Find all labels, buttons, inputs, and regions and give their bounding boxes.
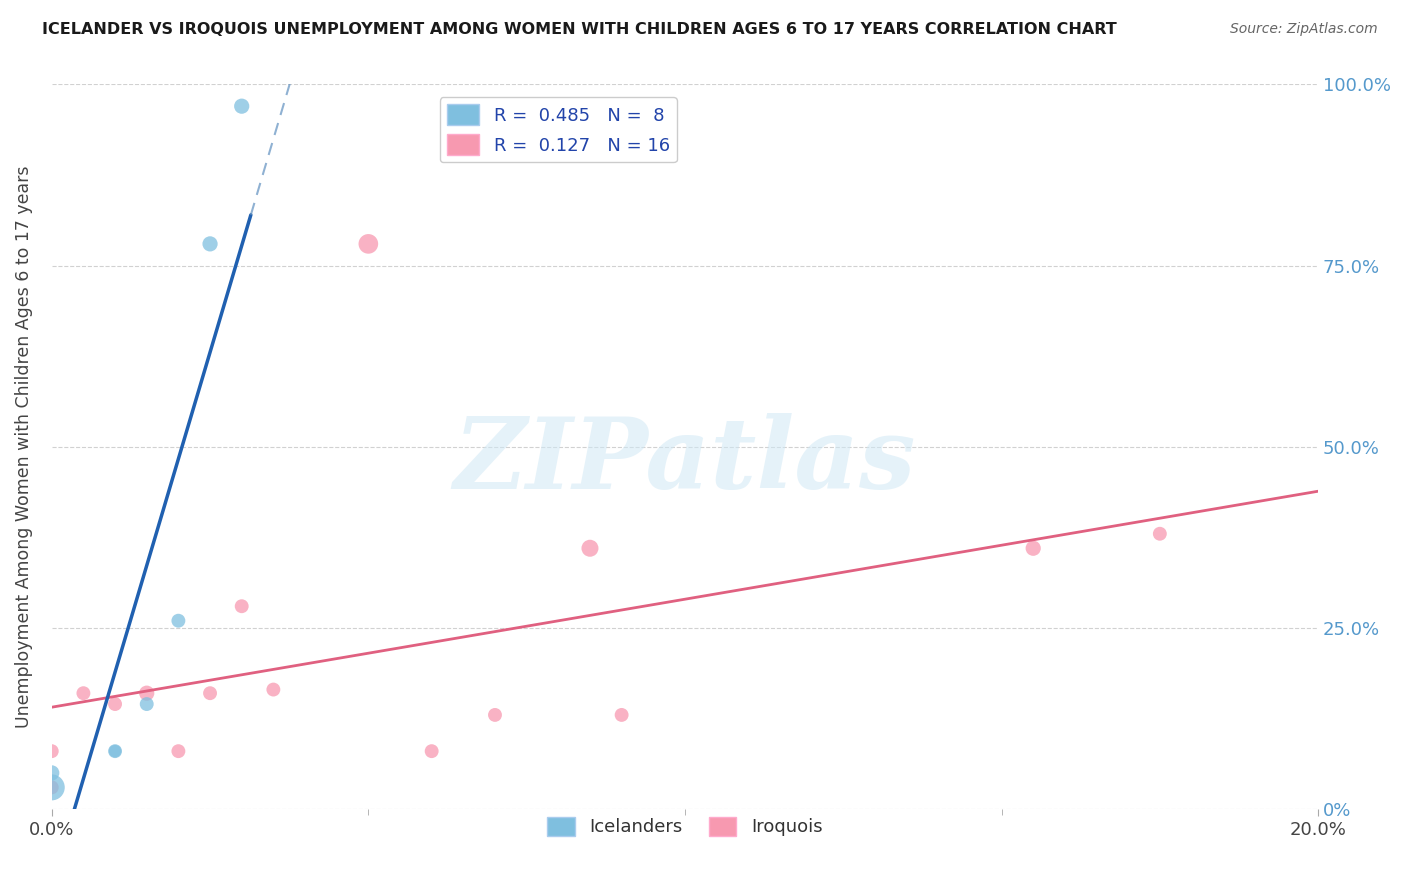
Point: [167, 614, 190, 628]
Point: [41, 780, 63, 795]
Point: [610, 707, 633, 722]
Point: [198, 236, 221, 251]
Point: [135, 697, 157, 711]
Point: [104, 697, 127, 711]
Point: [579, 541, 602, 556]
Point: [357, 236, 380, 251]
Point: [231, 599, 253, 614]
Point: [72, 686, 94, 700]
Point: [104, 744, 127, 758]
Point: [231, 99, 253, 113]
Y-axis label: Unemployment Among Women with Children Ages 6 to 17 years: Unemployment Among Women with Children A…: [15, 166, 32, 728]
Point: [167, 744, 190, 758]
Point: [104, 744, 127, 758]
Point: [1022, 541, 1045, 556]
Point: [1149, 526, 1171, 541]
Text: ZIPatlas: ZIPatlas: [454, 413, 917, 509]
Point: [198, 686, 221, 700]
Text: ICELANDER VS IROQUOIS UNEMPLOYMENT AMONG WOMEN WITH CHILDREN AGES 6 TO 17 YEARS : ICELANDER VS IROQUOIS UNEMPLOYMENT AMONG…: [42, 22, 1116, 37]
Point: [420, 744, 443, 758]
Legend: Icelanders, Iroquois: Icelanders, Iroquois: [540, 810, 830, 844]
Point: [484, 707, 506, 722]
Point: [262, 682, 284, 697]
Point: [41, 744, 63, 758]
Point: [135, 686, 157, 700]
Text: Source: ZipAtlas.com: Source: ZipAtlas.com: [1230, 22, 1378, 37]
Point: [41, 780, 63, 795]
Point: [41, 765, 63, 780]
